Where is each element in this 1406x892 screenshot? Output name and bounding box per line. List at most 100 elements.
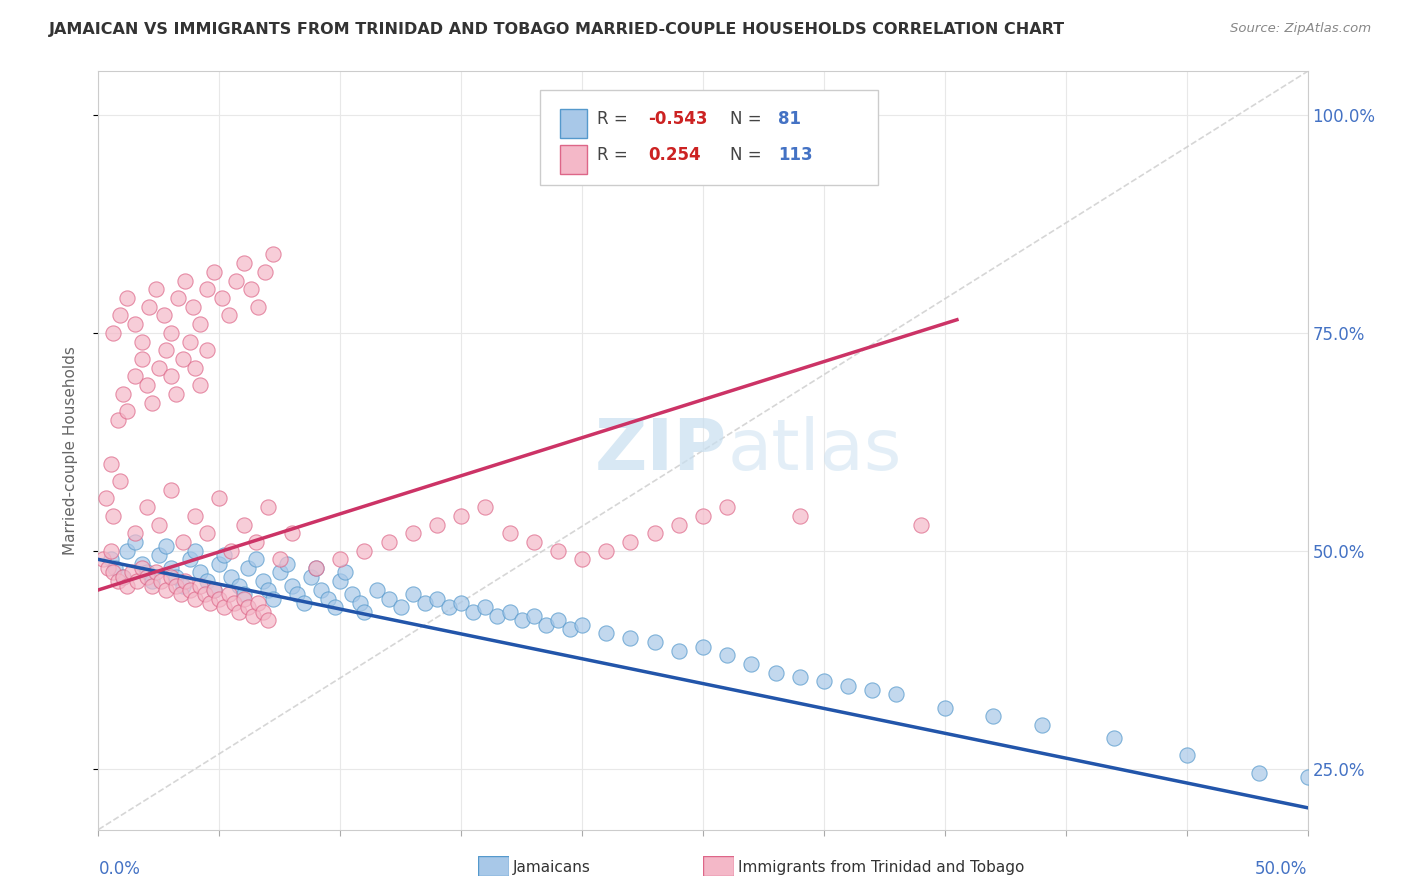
Point	[228, 578, 250, 592]
Point	[195, 282, 218, 296]
Point	[94, 491, 117, 506]
Point	[329, 552, 352, 566]
Point	[135, 570, 157, 584]
Text: 0.254: 0.254	[648, 145, 702, 164]
Point	[571, 552, 593, 566]
Point	[252, 605, 274, 619]
Point	[141, 574, 163, 589]
Point	[188, 317, 211, 331]
Y-axis label: Married-couple Households: Married-couple Households	[63, 346, 77, 555]
Point	[141, 395, 163, 409]
Point	[692, 640, 714, 654]
Point	[135, 500, 157, 515]
Point	[305, 561, 328, 575]
Point	[107, 413, 129, 427]
Point	[104, 561, 127, 575]
Point	[155, 539, 177, 553]
Point	[333, 566, 356, 580]
Text: N =: N =	[730, 110, 766, 128]
Point	[174, 574, 197, 589]
Point	[179, 552, 201, 566]
Point	[353, 605, 375, 619]
Point	[167, 291, 190, 305]
Point	[309, 582, 332, 597]
Point	[886, 688, 908, 702]
Point	[138, 300, 160, 314]
Text: 50.0%: 50.0%	[1256, 860, 1308, 878]
Point	[107, 574, 129, 589]
Point	[232, 517, 254, 532]
Point	[547, 543, 569, 558]
Point	[179, 582, 201, 597]
Point	[198, 596, 221, 610]
Point	[349, 596, 371, 610]
Point	[329, 574, 352, 589]
Point	[1031, 718, 1053, 732]
Point	[188, 578, 211, 592]
Point	[148, 548, 170, 562]
Point	[169, 587, 191, 601]
Point	[111, 570, 134, 584]
Point	[523, 609, 546, 624]
Point	[100, 457, 122, 471]
Point	[195, 574, 218, 589]
Text: 113: 113	[778, 145, 813, 164]
Point	[218, 587, 240, 601]
Point	[644, 526, 666, 541]
Point	[910, 517, 932, 532]
Point	[174, 273, 197, 287]
Point	[124, 317, 146, 331]
Point	[135, 566, 157, 580]
Point	[692, 508, 714, 523]
Point	[292, 596, 315, 610]
Point	[221, 570, 243, 584]
Point	[377, 535, 399, 549]
Text: JAMAICAN VS IMMIGRANTS FROM TRINIDAD AND TOBAGO MARRIED-COUPLE HOUSEHOLDS CORREL: JAMAICAN VS IMMIGRANTS FROM TRINIDAD AND…	[49, 22, 1066, 37]
Point	[1175, 748, 1198, 763]
Point	[256, 500, 278, 515]
Point	[595, 626, 617, 640]
Point	[281, 578, 304, 592]
Point	[101, 566, 124, 580]
Point	[1296, 770, 1319, 784]
Point	[195, 343, 218, 358]
Point	[619, 535, 641, 549]
Point	[789, 508, 811, 523]
Point	[262, 247, 284, 261]
Point	[437, 600, 460, 615]
Point	[108, 474, 131, 488]
Point	[211, 291, 233, 305]
Text: ZIP: ZIP	[595, 416, 727, 485]
Point	[644, 635, 666, 649]
Point	[204, 582, 226, 597]
Point	[256, 582, 278, 597]
Point	[135, 378, 157, 392]
Point	[262, 591, 284, 606]
Point	[188, 566, 211, 580]
Point	[145, 566, 167, 580]
Point	[208, 491, 231, 506]
Point	[837, 679, 859, 693]
Point	[474, 500, 496, 515]
Point	[184, 591, 207, 606]
Point	[172, 351, 194, 366]
Text: -0.543: -0.543	[648, 110, 709, 128]
Point	[131, 334, 153, 349]
Point	[316, 591, 339, 606]
Point	[523, 535, 546, 549]
Point	[160, 369, 183, 384]
Point	[131, 561, 153, 575]
Point	[208, 557, 231, 571]
Point	[222, 596, 245, 610]
Point	[377, 591, 399, 606]
Point	[160, 561, 183, 575]
Point	[426, 591, 449, 606]
Point	[195, 526, 218, 541]
Point	[413, 596, 436, 610]
Point	[534, 617, 557, 632]
Point	[668, 517, 690, 532]
Point	[716, 500, 738, 515]
Point	[179, 334, 201, 349]
Point	[547, 614, 569, 628]
Point	[101, 508, 124, 523]
